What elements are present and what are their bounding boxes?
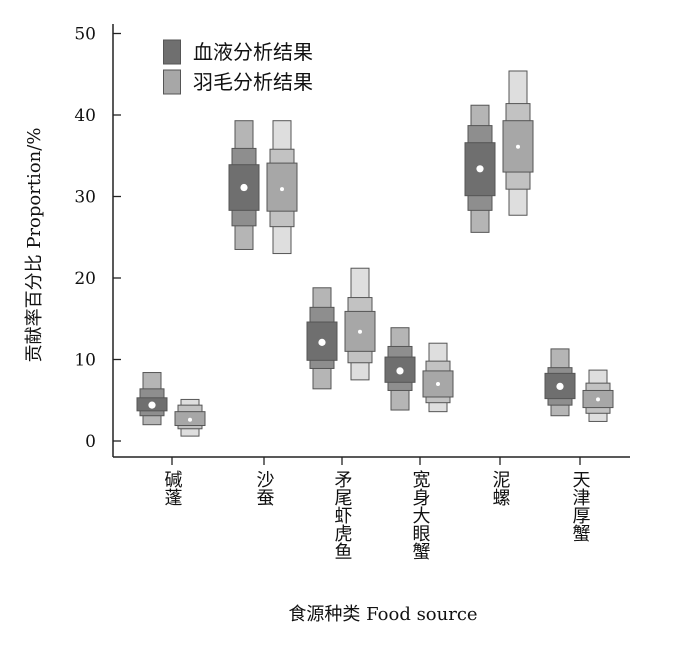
median-dot [476,165,484,173]
legend-swatch [163,39,181,65]
boxen-level-box [384,356,416,383]
median-dot [556,382,564,390]
boxen-level-box [422,370,454,398]
legend-label: 血液分析结果 [193,40,313,64]
median-dot [436,381,440,386]
median-dot [516,144,520,149]
median-dot [240,183,248,192]
legend-swatch [163,69,181,95]
y-tick-label: 40 [74,106,96,126]
y-tick-label: 10 [74,351,96,371]
boxen-level-box [344,310,376,352]
median-dot [396,367,404,375]
chart-body [136,70,614,437]
median-dot [596,397,600,402]
x-category-label: 泥螺 [490,470,511,507]
x-axis-title: 食源种类 Food source [288,604,477,625]
x-category-label: 天津厚蟹 [570,470,591,542]
median-dot [280,187,284,192]
y-tick-label: 50 [74,25,96,45]
median-dot [318,338,326,346]
boxen-level-box [266,162,298,212]
median-dot [148,401,156,409]
y-axis-title: 贡献率百分比 Proportion/% [24,128,45,363]
legend-label: 羽毛分析结果 [193,70,313,94]
boxen-level-box [228,164,260,211]
median-dot [188,417,192,422]
y-axis-ticks: 0 10 20 30 40 50 [74,25,121,452]
x-axis-categories: 碱蓬 沙蚕 矛尾虾虎鱼 宽身大眼蟹 泥螺 天津厚蟹 [162,457,591,560]
median-dot [358,329,362,334]
x-category-label: 沙蚕 [254,470,275,506]
x-category-label: 碱蓬 [162,470,183,506]
x-category-label: 矛尾虾虎鱼 [332,470,353,560]
y-tick-label: 30 [74,188,96,208]
x-category-label: 宽身大眼蟹 [410,470,431,560]
y-tick-label: 0 [85,432,96,452]
boxen-level-box [544,372,576,400]
y-tick-label: 20 [74,269,96,289]
